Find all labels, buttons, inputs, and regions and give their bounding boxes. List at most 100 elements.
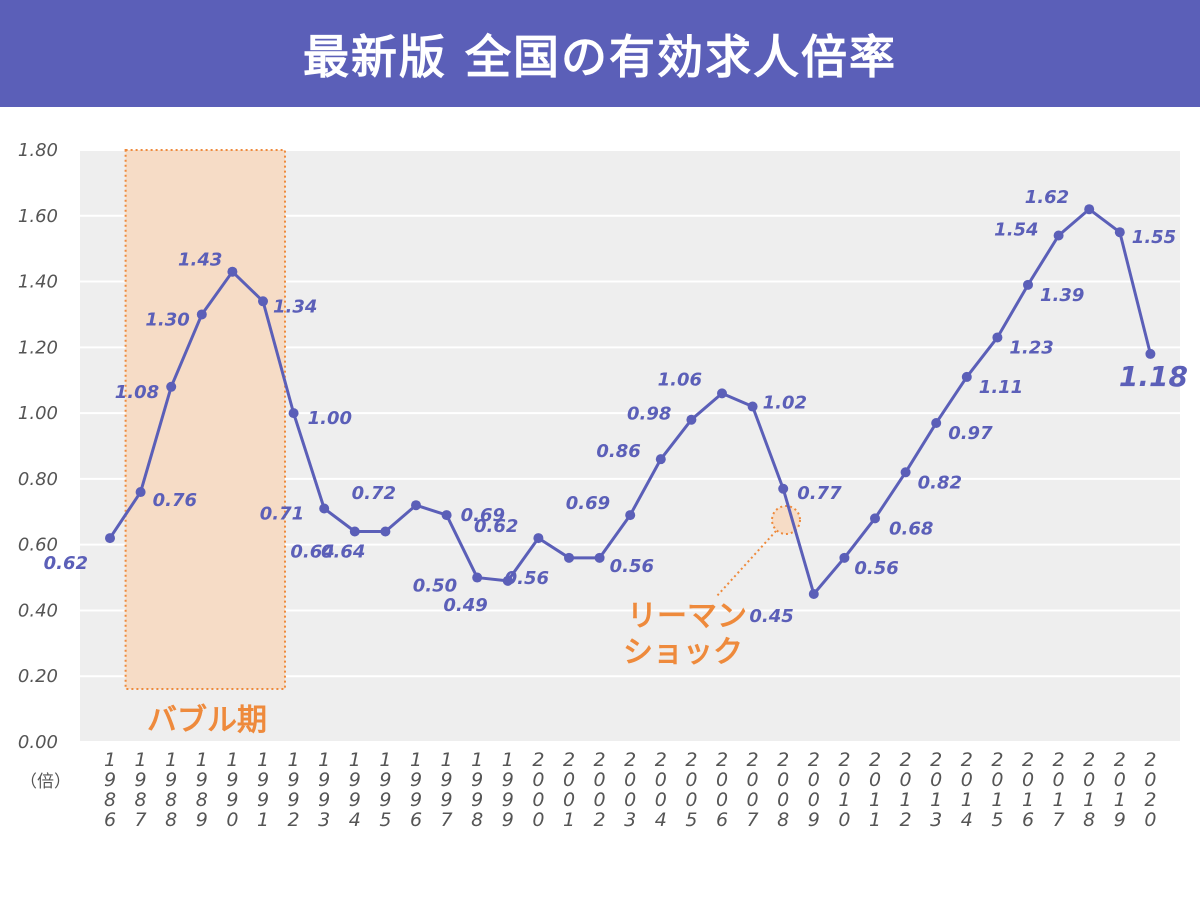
data-label: 1.02 [763,393,807,414]
bubble-period-box [124,149,286,690]
data-label: 1.11 [979,377,1023,398]
lehman-label-line1: リーマン [627,599,747,634]
data-point [870,513,880,524]
data-point [135,487,146,498]
chart: 0.00 0.20 0.40 0.60 0.80 1.00 1.20 1.40 1.60 1.80… [18,140,1188,831]
data-label: 0.49 [443,595,487,616]
data-label: 1.62 [1025,187,1069,208]
y-axis-ticks: 0.00 0.20 0.40 0.60 0.80 1.00 1.20 1.40 1.60 1.80 [18,140,58,753]
data-label: 0.71 [260,503,304,524]
data-label: 0.69 [566,493,610,514]
data-label: 1.55 [1132,227,1176,248]
data-label: 1.08 [115,382,159,403]
y-tick-label: 0.20 [18,666,58,687]
data-label: 0.50 [413,576,457,597]
data-point [441,510,452,521]
x-axis-ticks: 1 9 8 6 1 9 8 7 1 9 8 8 1 9 8 9 1 9 9 0 1 9 9 1 1 9 9 2 1 9 9 3 1 9 9 4 1 9 9 5… [104,749,1156,831]
data-label: 0.98 [627,404,671,425]
data-point [808,589,819,599]
y-tick-label: 1.80 [18,140,58,161]
data-label: 0.56 [505,568,549,589]
data-point [655,454,666,465]
y-tick-label: 0.40 [18,600,58,621]
data-label: 0.64 [290,542,334,563]
data-label: 0.64 [321,542,365,563]
data-point [1114,227,1125,238]
data-label: 0.72 [352,483,396,504]
data-point [380,526,391,537]
data-labels: 0.62 0.76 1.08 1.30 1.43 1.34 1.00 0.71 0.640.64… [44,187,1188,627]
data-label: 1.30 [145,309,189,330]
data-label: 0.56 [610,556,654,577]
data-point [564,552,574,563]
data-points [105,204,1156,599]
y-tick-label: 1.00 [18,403,58,424]
data-point [839,552,850,563]
data-label: 1.18 [1119,360,1188,393]
data-label: 0.86 [596,441,640,462]
data-label: 1.00 [308,408,352,429]
data-point [166,381,177,392]
data-label: 0.62 [474,516,518,537]
data-label: 1.43 [178,250,222,271]
y-tick-label: 1.40 [18,272,58,293]
bubble-period-annotation: バブル期 [124,149,286,738]
data-point [533,533,544,544]
y-tick-label: 0.00 [18,732,58,753]
data-point [502,575,513,586]
data-point [258,296,268,307]
data-point [1023,279,1033,290]
data-point [288,408,299,419]
data-point [717,388,727,399]
data-point [931,417,942,428]
data-label: 0.97 [948,423,993,444]
lehman-label-line2: ショック [623,635,743,670]
data-point [686,414,697,425]
data-point [411,500,421,511]
data-label: 0.56 [854,558,898,579]
y-tick-label: 1.20 [18,337,58,358]
data-point [196,309,207,320]
data-label: 0.45 [749,606,793,627]
data-label: 1.39 [1040,285,1084,306]
y-tick-label: 0.60 [18,535,58,556]
data-label: 1.23 [1009,337,1053,358]
data-point [747,401,758,412]
y-axis-unit: （倍） [20,772,71,792]
y-tick-label: 1.60 [18,206,58,227]
data-label: 1.06 [658,369,702,390]
data-point [1084,204,1095,215]
page-title: 最新版 全国の有効求人倍率 [302,29,897,84]
data-point [349,526,360,537]
bubble-period-label: バブル期 [147,703,267,738]
data-point [319,503,330,514]
data-point [1053,230,1064,241]
